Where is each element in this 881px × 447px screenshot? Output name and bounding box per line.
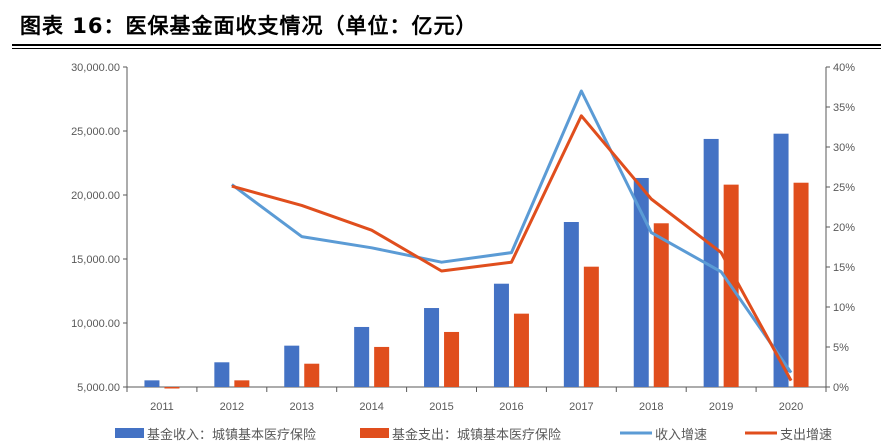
bar-income (703, 138, 719, 387)
x-tick-label: 2018 (639, 401, 663, 413)
bar-income (773, 133, 789, 387)
x-tick-label: 2014 (359, 401, 383, 413)
bar-expense (653, 223, 669, 387)
bar-income (284, 345, 300, 387)
legend-swatch (115, 428, 144, 438)
title-rule-thin (12, 48, 881, 49)
left-tick-label: 5,000.00 (77, 382, 120, 394)
left-tick-label: 20,000.00 (71, 190, 120, 202)
left-tick-label: 25,000.00 (71, 126, 120, 138)
bar-expense (164, 387, 180, 389)
legend-label: 收入增速 (655, 428, 707, 443)
x-tick-label: 2013 (290, 401, 314, 413)
right-tick-label: 40% (833, 62, 855, 74)
right-tick-label: 35% (833, 102, 855, 114)
right-tick-label: 25% (833, 182, 855, 194)
legend-label: 基金支出：城镇基本医疗保险 (392, 427, 561, 443)
bar-expense (793, 182, 809, 387)
right-tick-label: 10% (833, 302, 855, 314)
bar-income (563, 222, 579, 387)
left-tick-label: 10,000.00 (71, 318, 120, 330)
x-tick-label: 2020 (779, 401, 803, 413)
chart-title: 图表 16：医保基金面收支情况（单位：亿元） (20, 14, 478, 38)
bar-expense (374, 346, 390, 387)
legend-label: 基金收入：城镇基本医疗保险 (147, 427, 316, 443)
x-tick-label: 2016 (499, 401, 523, 413)
right-tick-label: 15% (833, 262, 855, 274)
right-tick-label: 5% (833, 342, 849, 354)
x-tick-label: 2012 (220, 401, 244, 413)
legend-swatch (360, 428, 389, 438)
bar-expense (304, 363, 320, 387)
bar-income (354, 326, 370, 387)
left-tick-label: 15,000.00 (71, 254, 120, 266)
right-tick-label: 20% (833, 222, 855, 234)
right-tick-label: 0% (833, 382, 849, 394)
legend-label: 支出增速 (780, 428, 832, 443)
title-rule (12, 44, 881, 46)
bar-income (493, 283, 509, 387)
bar-expense (444, 331, 460, 387)
x-tick-label: 2011 (150, 401, 174, 413)
bar-expense (234, 380, 250, 387)
right-tick-label: 30% (833, 142, 855, 154)
x-tick-label: 2017 (569, 401, 593, 413)
x-tick-label: 2019 (709, 401, 733, 413)
bar-income (214, 362, 230, 387)
bar-income (144, 380, 160, 387)
left-tick-label: 30,000.00 (71, 62, 120, 74)
x-tick-label: 2015 (429, 401, 453, 413)
bar-income (424, 308, 440, 387)
bar-expense (513, 313, 529, 387)
bar-expense (583, 266, 599, 387)
bar-income (633, 177, 649, 387)
